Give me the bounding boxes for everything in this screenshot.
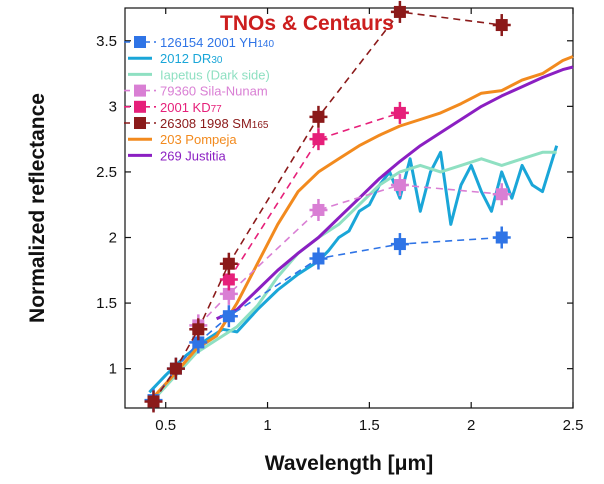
- legend-label: 2001 KD77: [160, 100, 222, 115]
- legend-item-2012-dr30: 2012 DR30: [128, 51, 223, 66]
- x-tick-label: 2.5: [563, 417, 584, 434]
- chart-title: TNOs & Centaurs: [220, 12, 394, 35]
- x-tick-label: 1: [263, 417, 271, 434]
- legend-item-203-pompeja: 203 Pompeja: [128, 132, 237, 147]
- data-point-2001-kd77: [222, 273, 235, 286]
- series-26308-1998-sm165: [144, 0, 511, 413]
- series-connector-79360-sila-nunam: [197, 184, 502, 326]
- data-point-26308-1998-sm165: [192, 323, 205, 336]
- legend-swatch: [134, 117, 146, 129]
- legend-label: 126154 2001 YH140: [160, 35, 274, 50]
- plot-frame: [124, 7, 574, 409]
- data-point-126154-2001-yh140: [222, 310, 235, 323]
- x-tick-label: 1.5: [359, 417, 380, 434]
- data-point-79360-sila-nunam: [222, 287, 235, 300]
- data-point-79360-sila-nunam: [312, 203, 325, 216]
- data-point-26308-1998-sm165: [495, 19, 508, 32]
- y-tick-label: 1: [109, 361, 117, 378]
- y-tick-label: 2: [109, 230, 117, 247]
- x-tick-label: 0.5: [155, 417, 176, 434]
- data-point-2001-kd77: [312, 133, 325, 146]
- data-point-26308-1998-sm165: [393, 5, 406, 18]
- series-79360-sila-nunam: [189, 174, 511, 337]
- x-axis-ticks: 0.5 1 1.5 2 2.5: [155, 8, 583, 434]
- series-line-269-justitia: [215, 65, 574, 321]
- series-269-justitia: [215, 65, 574, 321]
- data-point-126154-2001-yh140: [393, 238, 406, 251]
- data-point-126154-2001-yh140: [495, 231, 508, 244]
- legend-item-2001-kd77: 2001 KD77: [124, 100, 222, 115]
- legend-swatch: [134, 84, 146, 97]
- series-layer: [144, 0, 574, 413]
- data-point-26308-1998-sm165: [147, 395, 160, 408]
- legend-label: 203 Pompeja: [160, 132, 237, 147]
- legend-item-126154-2001-yh140: 126154 2001 YH140: [124, 35, 274, 50]
- y-axis-label: Normalized reflectance: [26, 93, 49, 323]
- legend-label: 269 Justitia: [160, 148, 227, 163]
- x-axis-label: Wavelength [μm]: [265, 452, 433, 475]
- legend-label: 26308 1998 SM165: [160, 116, 269, 131]
- data-point-26308-1998-sm165: [169, 362, 182, 375]
- legend-swatch: [134, 100, 146, 113]
- data-point-79360-sila-nunam: [495, 188, 508, 201]
- data-point-2001-kd77: [393, 106, 406, 119]
- data-point-126154-2001-yh140: [192, 336, 205, 349]
- legend-item-26308-1998-sm165: 26308 1998 SM165: [124, 116, 269, 131]
- legend-item-iapetus-dark-side: Iapetus (Dark side): [128, 67, 270, 82]
- series-line-iapetus-dark-side: [154, 150, 557, 399]
- y-tick-label: 3: [109, 98, 117, 115]
- data-point-126154-2001-yh140: [312, 252, 325, 265]
- y-axis-ticks: 1 1.5 2 2.5 3 3.5: [96, 33, 573, 378]
- data-point-79360-sila-nunam: [393, 179, 406, 192]
- legend-item-269-justitia: 269 Justitia: [128, 148, 227, 163]
- legend-label: 79360 Sila-Nunam: [160, 84, 268, 99]
- series-iapetus-dark-side: [154, 150, 557, 399]
- data-point-26308-1998-sm165: [312, 110, 325, 123]
- y-tick-label: 1.5: [96, 295, 117, 312]
- legend-swatch: [134, 36, 146, 48]
- series-2001-kd77: [219, 101, 409, 291]
- x-tick-label: 2: [467, 417, 475, 434]
- y-tick-label: 3.5: [96, 33, 117, 50]
- plot-area: 0.5 1 1.5 2 2.5 1 1.5 2 2.5 3 3.5: [96, 0, 583, 434]
- legend-label: 2012 DR30: [160, 51, 223, 66]
- data-point-26308-1998-sm165: [222, 257, 235, 270]
- legend-item-79360-sila-nunam: 79360 Sila-Nunam: [124, 84, 268, 99]
- legend-label: Iapetus (Dark side): [160, 67, 270, 82]
- y-tick-label: 2.5: [96, 164, 117, 181]
